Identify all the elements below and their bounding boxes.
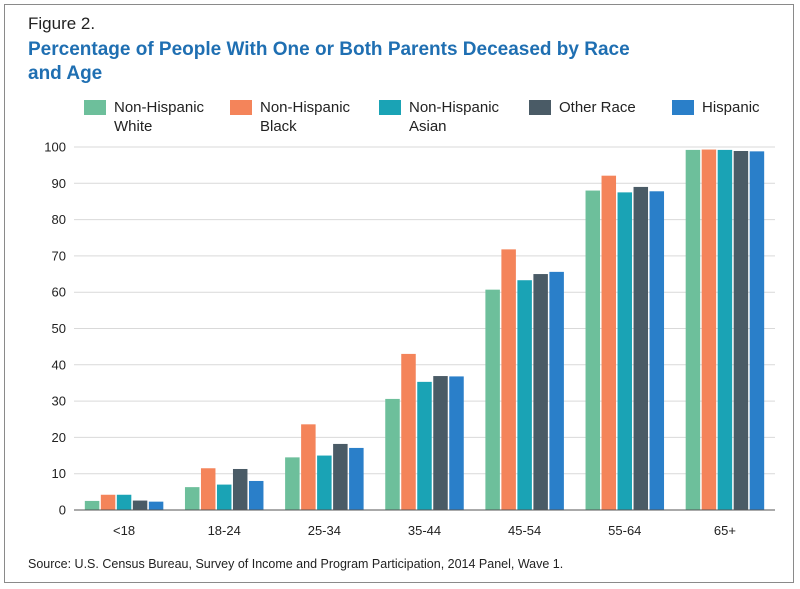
legend-item-other-race: Other Race xyxy=(529,98,636,117)
x-tick-label: <18 xyxy=(113,523,135,538)
bar xyxy=(333,443,348,510)
legend-label: Non-Hispanic Black xyxy=(260,99,351,135)
bar xyxy=(385,398,400,510)
legend-swatch xyxy=(84,100,106,115)
bar xyxy=(617,192,633,510)
legend-item-non-hispanic-black: Non-Hispanic Black xyxy=(230,98,350,136)
bar xyxy=(317,455,332,510)
legend-swatch xyxy=(672,100,694,115)
bar xyxy=(633,186,649,510)
bar xyxy=(116,494,132,510)
y-tick-label: 10 xyxy=(52,466,66,481)
bar xyxy=(517,280,532,510)
bar xyxy=(248,480,264,510)
y-tick-label: 50 xyxy=(52,321,66,336)
x-tick-label: 35-44 xyxy=(408,523,441,538)
y-tick-label: 40 xyxy=(52,357,66,372)
legend-swatch xyxy=(529,100,551,115)
bar xyxy=(232,468,248,510)
bar xyxy=(533,274,548,510)
x-tick-label: 25-34 xyxy=(308,523,341,538)
bar xyxy=(200,468,216,510)
bar xyxy=(148,501,164,510)
bar xyxy=(449,376,464,510)
bar xyxy=(216,484,232,510)
bar xyxy=(601,175,617,510)
legend-item-hispanic: Hispanic xyxy=(672,98,760,117)
y-tick-label: 30 xyxy=(52,394,66,409)
y-tick-label: 80 xyxy=(52,212,66,227)
y-tick-label: 20 xyxy=(52,430,66,445)
y-tick-label: 100 xyxy=(44,140,66,155)
bar xyxy=(84,500,100,510)
x-tick-label: 18-24 xyxy=(208,523,241,538)
x-tick-label: 55-64 xyxy=(608,523,641,538)
bar xyxy=(349,447,364,510)
bar xyxy=(733,150,749,511)
bar xyxy=(749,151,765,510)
bar xyxy=(649,191,665,510)
bar xyxy=(701,149,717,510)
bar xyxy=(485,289,500,510)
bar xyxy=(285,457,300,510)
legend-item-non-hispanic-asian: Non-Hispanic Asian xyxy=(379,98,499,136)
source-note: Source: U.S. Census Bureau, Survey of In… xyxy=(28,557,564,571)
chart-legend: Non-Hispanic White Non-Hispanic Black No… xyxy=(0,0,800,140)
bar xyxy=(501,249,516,510)
bar xyxy=(685,149,701,511)
chart-title: Percentage of People With One or Both Pa… xyxy=(28,39,630,84)
legend-label: Other Race xyxy=(559,99,636,116)
bar xyxy=(301,424,316,510)
figure-label: Figure 2. xyxy=(28,14,96,33)
x-tick-label: 45-54 xyxy=(508,523,541,538)
bar xyxy=(184,487,200,510)
bar xyxy=(100,494,116,510)
legend-swatch xyxy=(230,100,252,115)
bar xyxy=(433,376,448,510)
legend-item-non-hispanic-white: Non-Hispanic White xyxy=(84,98,204,136)
y-tick-label: 0 xyxy=(59,503,66,518)
legend-label: Hispanic xyxy=(702,99,760,116)
bar xyxy=(585,190,601,510)
y-tick-label: 60 xyxy=(52,285,66,300)
x-tick-label: 65+ xyxy=(714,523,736,538)
legend-label: Non-Hispanic White xyxy=(114,99,205,135)
y-tick-label: 70 xyxy=(52,248,66,263)
bar xyxy=(417,381,432,510)
legend-label: Non-Hispanic Asian xyxy=(409,99,500,135)
bar xyxy=(549,271,564,510)
legend-swatch xyxy=(379,100,401,115)
bar xyxy=(717,149,733,511)
bar xyxy=(132,500,148,510)
bar xyxy=(401,353,416,510)
y-tick-label: 90 xyxy=(52,176,66,191)
